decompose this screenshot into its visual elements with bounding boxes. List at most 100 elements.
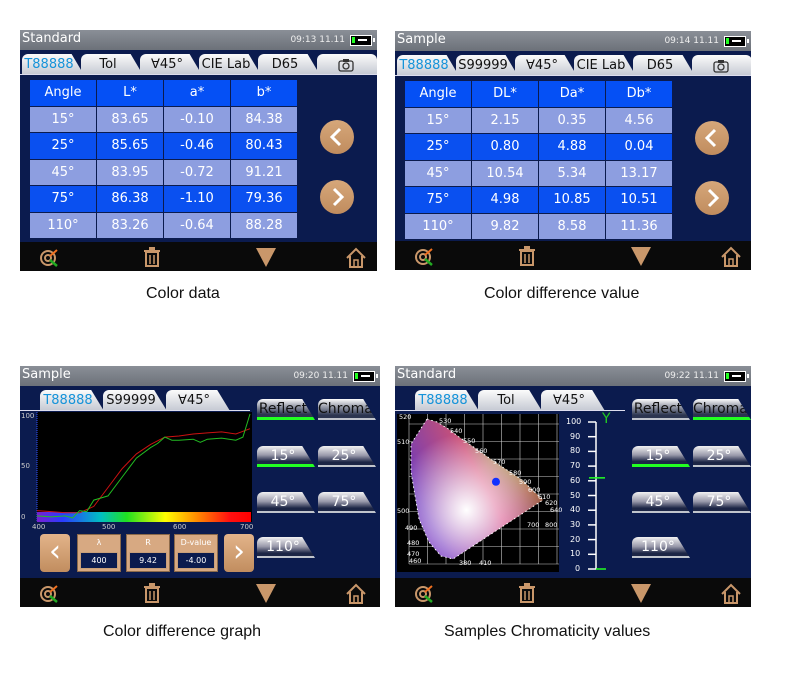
table-cell: -0.72 bbox=[163, 158, 231, 186]
tab-t88888[interactable]: T88888 bbox=[40, 390, 104, 411]
trash-icon bbox=[144, 247, 160, 267]
mode-button-chroma[interactable]: Chroma bbox=[318, 399, 376, 420]
home-button[interactable] bbox=[720, 582, 742, 604]
table-header-row: Angle DL* Da* Db* bbox=[404, 80, 673, 108]
table-cell: 25° bbox=[404, 133, 472, 161]
trash-button[interactable] bbox=[516, 582, 538, 604]
table-cell: 11.36 bbox=[605, 212, 673, 240]
measure-target-button[interactable] bbox=[38, 246, 60, 268]
tab-cielab[interactable]: CIE Lab bbox=[199, 54, 261, 75]
title-bar: Sample 09:20 11.11 bbox=[20, 366, 380, 386]
mode-button-reflect[interactable]: Reflect bbox=[632, 399, 690, 420]
table-cell: 85.65 bbox=[96, 132, 164, 160]
bottom-toolbar bbox=[20, 242, 377, 271]
screen-title: Sample bbox=[22, 367, 71, 382]
device-screen: Sample 09:20 11.11 T88888 S99999 ∀45° Reflect… bbox=[20, 366, 380, 607]
tab-camera[interactable] bbox=[692, 55, 751, 76]
column-header: a* bbox=[163, 79, 231, 107]
angle-button[interactable]: 110° bbox=[632, 537, 690, 558]
bottom-toolbar bbox=[20, 578, 380, 607]
tab-underline bbox=[20, 410, 250, 411]
angle-button[interactable]: 15° bbox=[632, 446, 690, 467]
dropdown-triangle-button[interactable] bbox=[255, 582, 277, 604]
measure-target-button[interactable] bbox=[413, 582, 435, 604]
previous-page-button[interactable] bbox=[320, 120, 354, 154]
angle-button[interactable]: 15° bbox=[257, 446, 315, 467]
next-page-button[interactable] bbox=[695, 181, 729, 215]
tab-camera[interactable] bbox=[317, 54, 377, 75]
home-button[interactable] bbox=[345, 582, 367, 604]
wavelength-label: 500 bbox=[397, 507, 410, 515]
tab-tol[interactable]: Tol bbox=[478, 390, 542, 411]
readout-value: 400 bbox=[80, 552, 118, 569]
y-tick-label: 80 bbox=[570, 446, 581, 456]
angle-button[interactable]: 45° bbox=[257, 492, 315, 513]
tab-45[interactable]: ∀45° bbox=[140, 54, 202, 75]
tab-tol[interactable]: Tol bbox=[81, 54, 143, 75]
table-row: 45° 10.54 5.34 13.17 bbox=[404, 159, 673, 187]
y-tick-label: 50 bbox=[21, 462, 30, 470]
dropdown-triangle-button[interactable] bbox=[255, 246, 277, 268]
battery-icon bbox=[350, 35, 375, 46]
home-button[interactable] bbox=[720, 245, 742, 267]
readout-box: λ 400 bbox=[77, 534, 121, 572]
tab-underline bbox=[395, 410, 625, 411]
measure-target-icon bbox=[40, 249, 58, 267]
previous-page-button[interactable] bbox=[695, 121, 729, 155]
trash-button[interactable] bbox=[141, 246, 163, 268]
angle-button[interactable]: 75° bbox=[693, 492, 751, 513]
angle-button[interactable]: 75° bbox=[318, 492, 376, 513]
mode-button-reflect[interactable]: Reflect bbox=[257, 399, 315, 420]
tab-45[interactable]: ∀45° bbox=[515, 55, 577, 76]
table-row: 15° 2.15 0.35 4.56 bbox=[404, 106, 673, 134]
tab-d65[interactable]: D65 bbox=[633, 55, 695, 76]
readout-label: λ bbox=[96, 538, 102, 547]
table-cell: 5.34 bbox=[538, 159, 606, 187]
clock: 09:13 11.11 bbox=[290, 35, 345, 45]
angle-button[interactable]: 45° bbox=[632, 492, 690, 513]
column-header: b* bbox=[230, 79, 298, 107]
table-cell: 10.85 bbox=[538, 186, 606, 214]
tab-45[interactable]: ∀45° bbox=[541, 390, 605, 411]
angle-button[interactable]: 25° bbox=[318, 446, 376, 467]
next-page-button[interactable] bbox=[320, 180, 354, 214]
mode-button-chroma[interactable]: Chroma bbox=[693, 399, 751, 420]
table-cell: 91.21 bbox=[230, 158, 298, 186]
tab-t88888[interactable]: T88888 bbox=[415, 390, 479, 411]
tab-t88888[interactable]: T88888 bbox=[22, 54, 84, 75]
y-scale-ruler bbox=[588, 421, 606, 570]
table-row: 45° 83.95 -0.72 91.21 bbox=[29, 158, 298, 186]
angle-button[interactable]: 25° bbox=[693, 446, 751, 467]
home-button[interactable] bbox=[345, 246, 367, 268]
tab-s99999[interactable]: S99999 bbox=[103, 390, 167, 411]
angle-button[interactable]: 110° bbox=[257, 537, 315, 558]
tab-t88888[interactable]: T88888 bbox=[397, 55, 459, 76]
trash-button[interactable] bbox=[516, 245, 538, 267]
next-wavelength-button[interactable]: › bbox=[224, 534, 254, 572]
y-tick-label: 20 bbox=[570, 534, 581, 544]
dropdown-triangle-button[interactable] bbox=[630, 245, 652, 267]
wavelength-label: 530 bbox=[439, 417, 452, 425]
clock: 09:14 11.11 bbox=[664, 36, 719, 46]
dropdown-triangle-button[interactable] bbox=[630, 582, 652, 604]
battery-icon bbox=[724, 36, 749, 47]
wavelength-label: 520 bbox=[399, 413, 412, 421]
caption-color-difference-graph: Color difference graph bbox=[103, 623, 262, 640]
tab-underline bbox=[395, 75, 751, 76]
tab-d65[interactable]: D65 bbox=[258, 54, 320, 75]
trash-button[interactable] bbox=[141, 582, 163, 604]
measure-target-button[interactable] bbox=[413, 245, 435, 267]
bottom-toolbar bbox=[395, 241, 751, 270]
tab-s99999[interactable]: S99999 bbox=[456, 55, 518, 76]
measure-target-icon bbox=[415, 248, 433, 266]
wavelength-label: 700 bbox=[527, 521, 540, 529]
table-cell: 75° bbox=[29, 185, 97, 213]
tab-45[interactable]: ∀45° bbox=[166, 390, 230, 411]
measure-target-button[interactable] bbox=[38, 582, 60, 604]
wavelength-label: 800 bbox=[545, 521, 558, 529]
trash-icon bbox=[519, 583, 535, 603]
column-header: L* bbox=[96, 79, 164, 107]
tab-cielab[interactable]: CIE Lab bbox=[574, 55, 636, 76]
table-cell: 2.15 bbox=[471, 106, 539, 134]
previous-wavelength-button[interactable]: ‹ bbox=[40, 534, 70, 572]
